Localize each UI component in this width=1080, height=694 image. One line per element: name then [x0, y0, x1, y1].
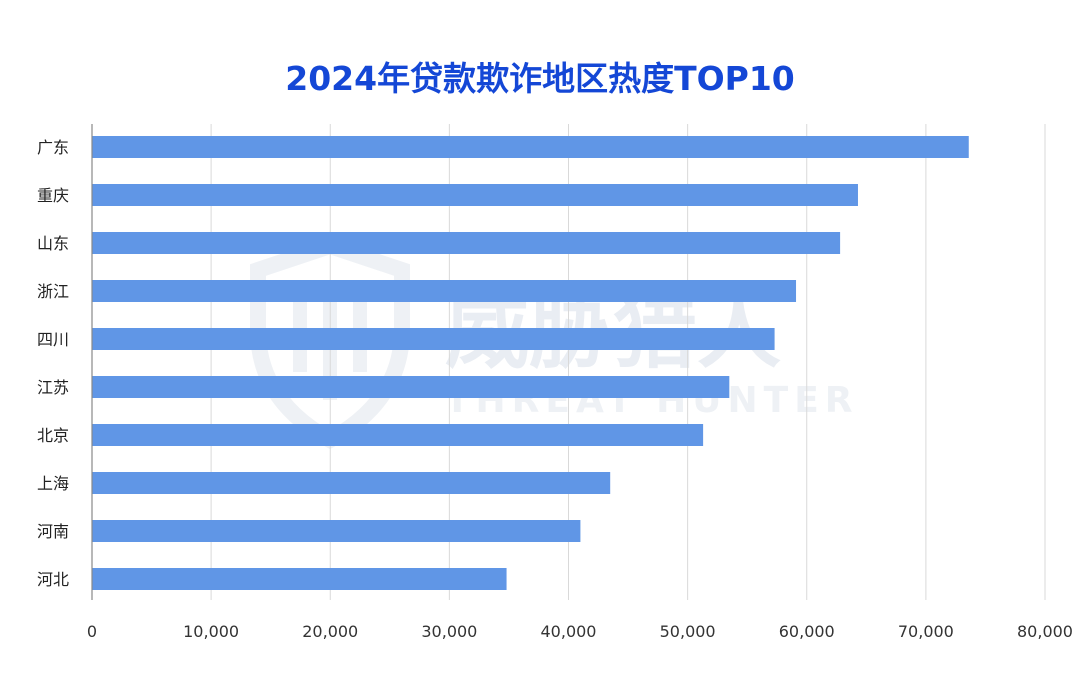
category-label: 广东: [37, 138, 69, 157]
x-tick-label: 0: [87, 622, 97, 641]
bars: [92, 136, 969, 590]
category-label: 江苏: [37, 378, 69, 397]
x-tick-label: 10,000: [183, 622, 239, 641]
bar: [92, 184, 858, 206]
x-tick-label: 80,000: [1017, 622, 1073, 641]
bar: [92, 568, 507, 590]
bar: [92, 280, 797, 302]
bar: [92, 376, 730, 398]
category-label: 上海: [37, 474, 69, 493]
x-tick-label: 30,000: [421, 622, 477, 641]
category-label: 四川: [37, 330, 69, 349]
x-tick-label: 40,000: [541, 622, 597, 641]
bar: [92, 136, 969, 158]
category-label: 浙江: [37, 282, 69, 301]
bar: [92, 328, 775, 350]
bar: [92, 472, 611, 494]
category-label: 河北: [37, 570, 69, 589]
x-tick-labels: 0 10,000 20,000 30,000 40,000 50,000 60,000 70,…: [87, 622, 1073, 641]
category-label: 山东: [37, 234, 69, 253]
x-tick-label: 60,000: [779, 622, 835, 641]
chart-title: 2024年贷款欺诈地区热度TOP10: [285, 59, 795, 98]
category-label: 河南: [37, 522, 69, 541]
x-tick-label: 20,000: [302, 622, 358, 641]
category-label: 重庆: [37, 186, 69, 205]
x-tick-label: 70,000: [898, 622, 954, 641]
category-label: 北京: [37, 426, 69, 445]
bar: [92, 424, 704, 446]
bar: [92, 520, 581, 542]
bar: [92, 232, 841, 254]
x-tick-label: 50,000: [660, 622, 716, 641]
